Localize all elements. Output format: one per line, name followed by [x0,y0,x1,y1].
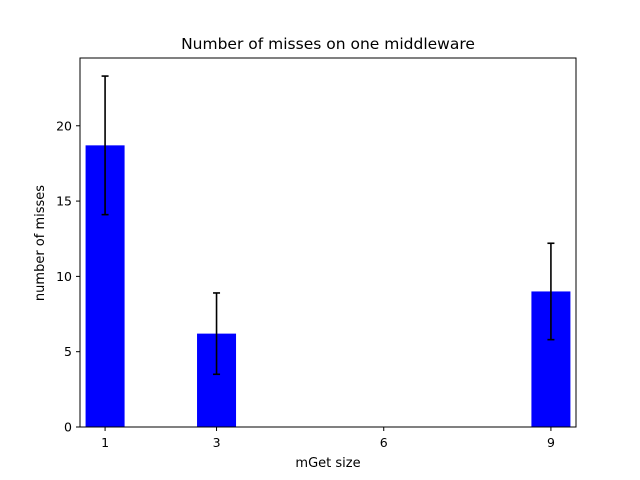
error-bars-group [101,75,555,376]
bars-group [85,145,571,427]
plot-frame [79,57,577,428]
y-tick-label: 10 [56,269,72,284]
y-tick-label: 20 [56,118,72,133]
x-tick-label: 3 [213,435,221,450]
x-axis-label: mGet size [295,456,360,471]
y-axis-label: number of misses [33,185,48,301]
y-tick-label: 15 [56,194,72,209]
x-tick-label: 9 [547,435,555,450]
y-tick-label: 5 [64,344,72,359]
x-tick-label: 1 [101,435,109,450]
y-axis-ticks: 0 5 10 15 20 [56,118,80,435]
x-tick-label: 6 [380,435,388,450]
chart-title: Number of misses on one middleware [181,35,475,53]
y-tick-label: 0 [64,420,72,435]
x-axis-ticks: 1 3 6 9 [101,427,555,450]
